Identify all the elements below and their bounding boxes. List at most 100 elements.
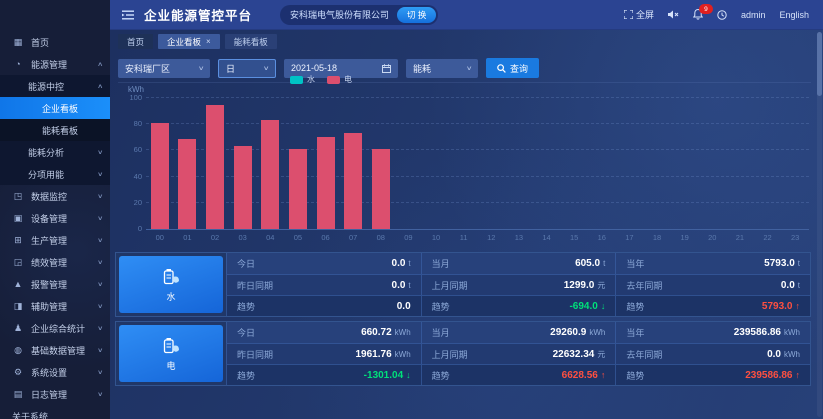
cell-number: -1301.04 xyxy=(363,369,404,381)
sidebar-item-能源中控[interactable]: 能源中控 ∧ xyxy=(0,75,110,97)
sidebar-item-能耗分析[interactable]: 能耗分析 ∨ xyxy=(0,141,110,163)
tab-能耗看板[interactable]: 能耗看板 xyxy=(224,34,277,49)
sidebar-item-企业看板[interactable]: 企业看板 xyxy=(0,97,110,119)
tab-label: 企业看板 xyxy=(167,36,202,47)
company-name: 安科瑞电气股份有限公司 xyxy=(290,10,390,20)
sidebar-item-报警管理[interactable]: ▲ 报警管理 ∨ xyxy=(0,273,110,295)
sidebar-item-能源管理[interactable]: ◔ 能源管理 ∧ xyxy=(0,53,110,75)
bar-电-08[interactable] xyxy=(371,149,390,229)
bar-电-06[interactable] xyxy=(316,137,335,229)
sidebar-item-分项用能[interactable]: 分项用能 ∨ xyxy=(0,163,110,185)
bar-slot-09: 09 xyxy=(395,98,423,242)
x-tick-label: 06 xyxy=(321,233,330,242)
cell-unit: t xyxy=(603,259,606,268)
scrollbar-thumb[interactable] xyxy=(817,32,822,96)
legend-swatch xyxy=(290,75,303,84)
cell-unit: kWh xyxy=(784,349,800,359)
cell-label: 今日 xyxy=(237,259,256,269)
chevron-down-icon: ∨ xyxy=(262,65,270,72)
sidebar-item-能耗看板[interactable]: 能耗看板 xyxy=(0,119,110,141)
mute-button[interactable] xyxy=(667,10,679,19)
main-content: 首页 企业看板 × 能耗看板 安科瑞厂区 ∨ 日 ∨ 2021-05-18 xyxy=(110,30,823,419)
cell-label: 当月 xyxy=(431,259,450,269)
scrollbar[interactable] xyxy=(817,32,822,417)
legend-label: 电 xyxy=(344,75,352,84)
type-select[interactable]: 能耗 ∨ xyxy=(406,58,478,78)
chevron-down-icon: ∨ xyxy=(96,149,103,156)
tab-label: 能耗看板 xyxy=(233,36,268,47)
cell-value: 1299.0 元 xyxy=(564,280,606,291)
sidebar-nav: ▦ 首页 ◔ 能源管理 ∧ 能源中控 ∧ 企业看板 能耗看板 能耗分析 ∨ 分项用能 ∨ ◳ 数据监控 ∨ ▣ 设… xyxy=(0,31,110,419)
user-menu[interactable]: admin xyxy=(740,9,766,20)
sidebar-item-label: 报警管理 xyxy=(31,279,68,290)
cell-number: 6628.56 xyxy=(561,369,598,381)
summary-cell-水-当月-1: 当月 605.0 t xyxy=(420,253,616,274)
y-tick-label: 60 xyxy=(133,145,142,155)
clock-button[interactable] xyxy=(717,9,727,20)
y-tick-label: 0 xyxy=(137,224,142,233)
notifications-button[interactable]: 9 xyxy=(692,4,713,20)
cell-value: 0.0 t xyxy=(781,280,800,291)
switch-company-button[interactable]: 切 换 xyxy=(397,6,437,23)
summary-cell-水-昨日同期-0: 昨日同期 0.0 t xyxy=(226,274,421,295)
auxiliary-management-icon: ◨ xyxy=(13,300,23,311)
sidebar-item-系统设置[interactable]: ⚙ 系统设置 ∨ xyxy=(0,361,110,383)
cell-number: 605.0 xyxy=(575,258,601,269)
chart-plot-area: 0 20 40 60 80 100 00 01 02 03 04 05 06 07 08 09 10 11 12 13… xyxy=(129,93,809,242)
x-tick-label: 09 xyxy=(404,233,413,242)
topbar-actions: 全屏 9 admin xyxy=(623,4,823,21)
bar-电-00[interactable] xyxy=(150,122,169,229)
sidebar-item-辅助管理[interactable]: ◨ 辅助管理 ∨ xyxy=(0,295,110,317)
legend-item-电[interactable]: 电 xyxy=(327,74,352,85)
bar-slot-10: 10 xyxy=(422,98,450,242)
sidebar-item-基础数据管理[interactable]: ◍ 基础数据管理 ∨ xyxy=(0,339,110,361)
bar-电-02[interactable] xyxy=(206,104,225,229)
y-tick-label: 80 xyxy=(133,119,142,129)
sidebar-item-label: 能源管理 xyxy=(31,59,68,70)
period-select[interactable]: 日 ∨ xyxy=(218,58,276,78)
area-select[interactable]: 安科瑞厂区 ∨ xyxy=(118,58,210,78)
sidebar-item-设备管理[interactable]: ▣ 设备管理 ∨ xyxy=(0,207,110,229)
language-switch[interactable]: English xyxy=(779,9,809,20)
summary-cell-电-趋势-1: 趋势 6628.56 ↑ xyxy=(420,364,616,385)
sidebar-item-label: 关于系统 xyxy=(12,411,49,419)
bar-电-04[interactable] xyxy=(261,120,280,229)
cell-number: 5793.0 xyxy=(764,258,795,269)
x-tick-label: 16 xyxy=(597,233,606,242)
close-icon[interactable]: × xyxy=(206,37,211,46)
chevron-down-icon: ∨ xyxy=(96,215,103,222)
sidebar-item-关于系统[interactable]: 关于系统 xyxy=(0,405,110,419)
sidebar-item-企业综合统计[interactable]: ♟ 企业综合统计 ∨ xyxy=(0,317,110,339)
cell-value: 1961.76 kWh xyxy=(356,349,411,360)
sidebar-item-首页[interactable]: ▦ 首页 xyxy=(0,31,110,53)
cell-label: 趋势 xyxy=(237,370,256,381)
bar-slot-12: 12 xyxy=(478,98,506,242)
bar-电-07[interactable] xyxy=(344,133,363,229)
query-button[interactable]: 查询 xyxy=(486,58,540,78)
bar-电-03[interactable] xyxy=(233,146,252,229)
tab-企业看板[interactable]: 企业看板 × xyxy=(158,34,220,49)
sidebar-item-生产管理[interactable]: ⊞ 生产管理 ∨ xyxy=(0,229,110,251)
legend-item-水[interactable]: 水 xyxy=(290,74,315,85)
chevron-down-icon: ∨ xyxy=(96,347,103,354)
summary-cell-水-趋势-2: 趋势 5793.0 ↑ xyxy=(615,295,810,316)
data-monitor-icon: ◳ xyxy=(13,190,23,201)
date-picker[interactable]: 2021-05-18 xyxy=(284,58,398,78)
trend-up-icon: ↑ xyxy=(795,369,801,380)
cell-number: 0.0 xyxy=(391,258,406,269)
fullscreen-button[interactable]: 全屏 xyxy=(623,8,654,21)
chevron-down-icon: ∨ xyxy=(96,369,103,376)
sidebar-item-label: 数据监控 xyxy=(31,191,68,202)
sidebar-item-绩效管理[interactable]: ◲ 绩效管理 ∨ xyxy=(0,251,110,273)
bar-电-01[interactable] xyxy=(178,138,197,229)
collapse-menu-icon[interactable] xyxy=(122,10,134,20)
chevron-up-icon: ∧ xyxy=(96,61,103,68)
bar-电-05[interactable] xyxy=(288,149,307,229)
cell-value: 0.0 xyxy=(397,301,411,312)
tab-首页[interactable]: 首页 xyxy=(118,34,154,49)
cell-value: 0.0 kWh xyxy=(767,349,800,360)
energy-type-cell: 电 xyxy=(116,322,226,385)
sidebar-item-数据监控[interactable]: ◳ 数据监控 ∨ xyxy=(0,185,110,207)
sidebar-item-日志管理[interactable]: ▤ 日志管理 ∨ xyxy=(0,383,110,405)
sidebar-item-label: 能耗分析 xyxy=(28,147,65,158)
